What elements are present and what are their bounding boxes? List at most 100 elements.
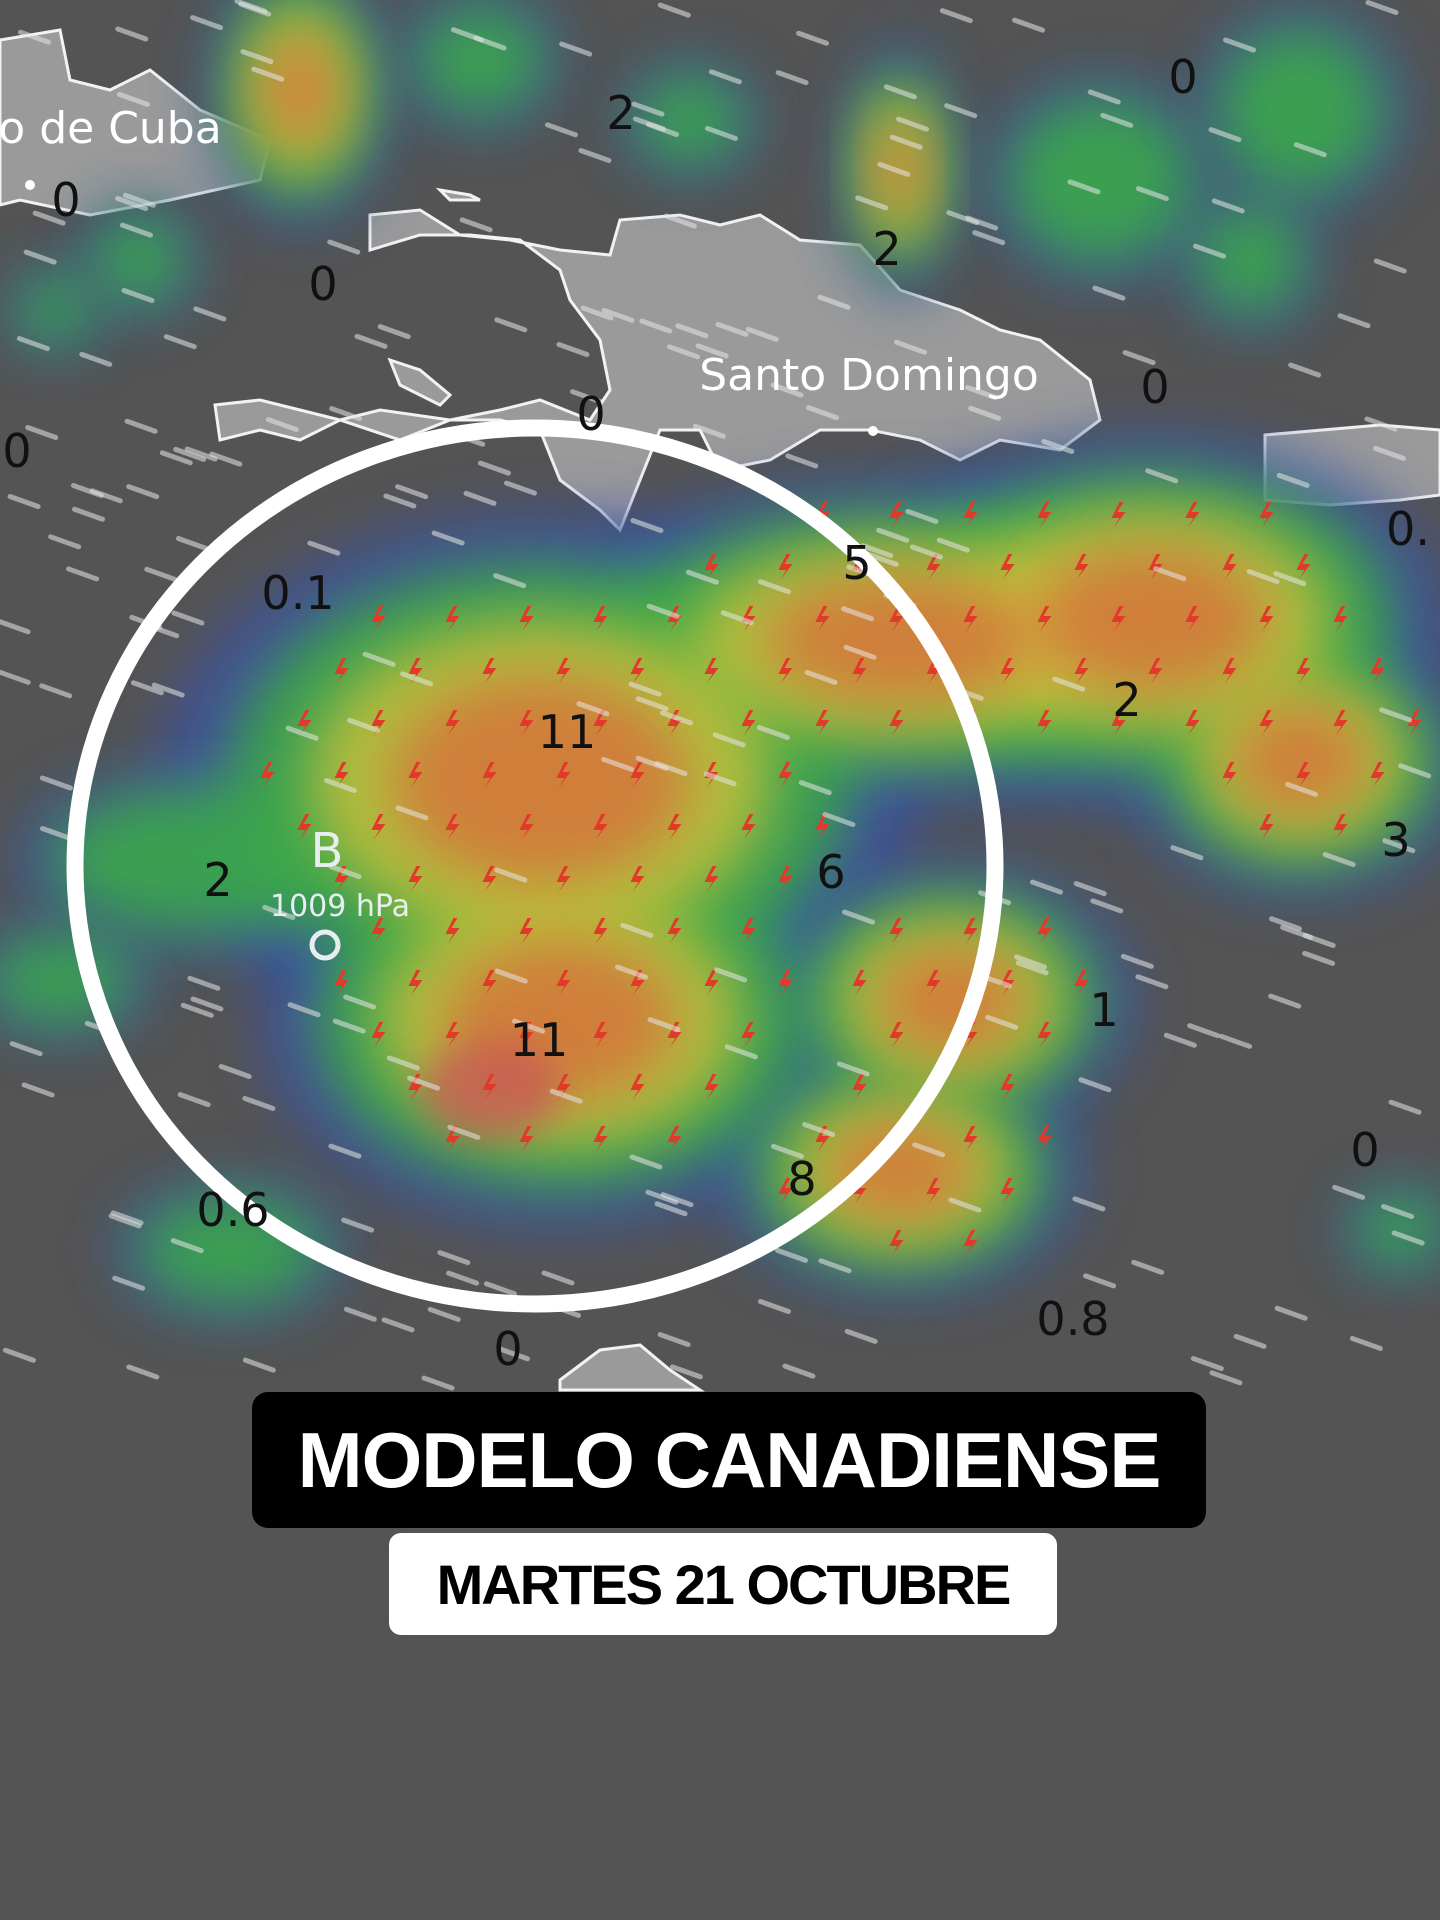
wind-streak xyxy=(115,26,149,42)
wind-streak xyxy=(483,1281,517,1297)
lightning-icon xyxy=(1000,1074,1015,1100)
precip-value-label: 1 xyxy=(1089,983,1119,1037)
wind-streak xyxy=(16,336,50,352)
wind-streak xyxy=(446,1270,480,1286)
wind-streak xyxy=(580,305,614,321)
wind-streak xyxy=(1122,350,1156,366)
lightning-icon xyxy=(778,762,793,788)
wind-streak xyxy=(1364,416,1398,432)
wind-streak xyxy=(705,125,739,141)
wind-streak xyxy=(912,1142,946,1158)
precip-area xyxy=(1033,548,1267,692)
wind-streak xyxy=(601,307,635,323)
city-dot xyxy=(25,180,35,190)
lightning-symbols xyxy=(260,502,1422,1256)
wind-streak xyxy=(1337,313,1371,329)
lightning-icon xyxy=(667,1126,682,1152)
lightning-icon xyxy=(889,1022,904,1048)
lightning-icon xyxy=(371,918,386,944)
wind-streak xyxy=(909,544,943,560)
wind-streak xyxy=(666,344,700,360)
precip-value-label: 0 xyxy=(1140,360,1170,414)
wind-streak xyxy=(1120,953,1154,969)
lightning-icon xyxy=(1296,554,1311,580)
wind-streak xyxy=(692,423,726,439)
wind-streak xyxy=(477,460,511,476)
wind-streak xyxy=(323,777,357,793)
wind-streak xyxy=(332,1018,366,1034)
lightning-icon xyxy=(741,710,756,736)
lightning-icon xyxy=(519,814,534,840)
lightning-icon xyxy=(519,710,534,736)
wind-streak xyxy=(1268,993,1302,1009)
wind-streak xyxy=(896,116,930,132)
lightning-icon xyxy=(926,658,941,684)
lightning-icon xyxy=(1370,658,1385,684)
lightning-icon xyxy=(1222,762,1237,788)
wind-streak xyxy=(262,904,296,920)
wind-streak xyxy=(844,1328,878,1344)
wind-streak xyxy=(307,540,341,556)
wind-streak xyxy=(1349,1335,1383,1351)
wind-streak xyxy=(122,192,156,208)
wind-streak xyxy=(151,682,185,698)
lightning-icon xyxy=(445,918,460,944)
wind-streak xyxy=(343,1306,377,1322)
wind-streak xyxy=(601,756,635,772)
wind-streak xyxy=(936,537,970,553)
wind-streak xyxy=(660,1192,694,1208)
lightning-icon xyxy=(593,606,608,632)
wind-streak xyxy=(407,1075,441,1091)
wind-streak xyxy=(805,405,839,421)
lightning-icon xyxy=(630,658,645,684)
title-banner: MODELO CANADIENSE xyxy=(252,1392,1206,1528)
lightning-icon xyxy=(1296,762,1311,788)
lightning-icon xyxy=(1074,658,1089,684)
lightning-icon xyxy=(482,1074,497,1100)
lightning-icon xyxy=(445,606,460,632)
wind-streak xyxy=(240,49,274,65)
wind-streak xyxy=(494,317,528,333)
wind-streak xyxy=(1029,879,1063,895)
wind-streak xyxy=(23,249,57,265)
lightning-icon xyxy=(741,814,756,840)
wind-streak xyxy=(1274,1305,1308,1321)
wind-streak xyxy=(124,418,158,434)
wind-streak xyxy=(629,1154,663,1170)
lightning-icon xyxy=(815,1126,830,1152)
lightning-icon xyxy=(704,866,719,892)
wind-streak xyxy=(119,222,153,238)
wind-streak xyxy=(190,996,224,1012)
precip-value-label: 6 xyxy=(816,845,846,899)
lightning-icon xyxy=(630,970,645,996)
wind-streak xyxy=(48,534,82,550)
wind-streak xyxy=(341,1217,375,1233)
wind-streak xyxy=(1379,707,1413,723)
wind-streak xyxy=(71,506,105,522)
date-text: MARTES 21 OCTUBRE xyxy=(436,1552,1012,1616)
wind-streak xyxy=(251,66,285,82)
precip-area xyxy=(391,676,689,884)
wind-streak xyxy=(395,484,429,500)
wind-streak xyxy=(400,671,434,687)
wind-streak xyxy=(822,812,856,828)
lightning-icon xyxy=(1000,1178,1015,1204)
wind-streak xyxy=(447,1124,481,1140)
lightning-icon xyxy=(889,606,904,632)
lightning-icon xyxy=(778,554,793,580)
wind-streak xyxy=(556,342,590,358)
wind-streak xyxy=(496,1346,530,1362)
precip-value-label: 8 xyxy=(787,1152,817,1206)
wind-streak xyxy=(695,343,729,359)
lightning-icon xyxy=(334,762,349,788)
wind-streak xyxy=(175,536,209,552)
lightning-icon xyxy=(815,710,830,736)
wind-streak xyxy=(171,610,205,626)
lightning-icon xyxy=(704,970,719,996)
precip-area xyxy=(92,212,188,308)
wind-streak xyxy=(796,30,830,46)
wind-streak xyxy=(1365,0,1399,16)
lightning-icon xyxy=(1037,1126,1052,1152)
wind-streak xyxy=(1233,1333,1267,1349)
